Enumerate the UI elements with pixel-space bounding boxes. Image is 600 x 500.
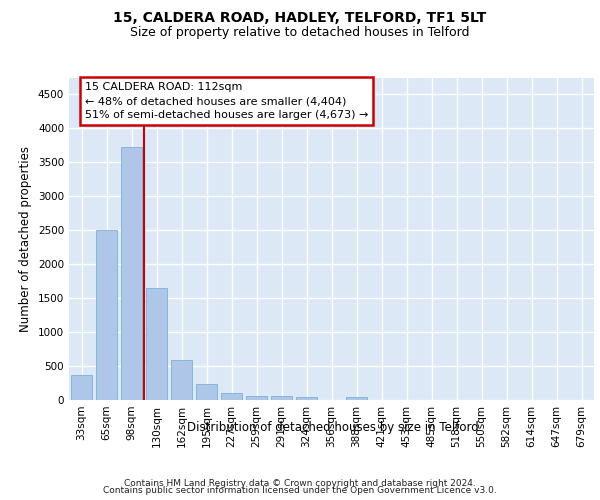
Bar bbox=[246, 396, 267, 400]
Text: Contains public sector information licensed under the Open Government Licence v3: Contains public sector information licen… bbox=[103, 486, 497, 495]
Text: Distribution of detached houses by size in Telford: Distribution of detached houses by size … bbox=[187, 421, 479, 434]
Text: Contains HM Land Registry data © Crown copyright and database right 2024.: Contains HM Land Registry data © Crown c… bbox=[124, 478, 476, 488]
Bar bbox=[146, 288, 167, 400]
Text: 15, CALDERA ROAD, HADLEY, TELFORD, TF1 5LT: 15, CALDERA ROAD, HADLEY, TELFORD, TF1 5… bbox=[113, 11, 487, 25]
Bar bbox=[96, 230, 117, 400]
Y-axis label: Number of detached properties: Number of detached properties bbox=[19, 146, 32, 332]
Bar bbox=[171, 360, 192, 400]
Bar bbox=[346, 396, 367, 400]
Bar bbox=[296, 397, 317, 400]
Bar bbox=[196, 384, 217, 400]
Text: Size of property relative to detached houses in Telford: Size of property relative to detached ho… bbox=[130, 26, 470, 39]
Text: 15 CALDERA ROAD: 112sqm
← 48% of detached houses are smaller (4,404)
51% of semi: 15 CALDERA ROAD: 112sqm ← 48% of detache… bbox=[85, 82, 368, 120]
Bar bbox=[121, 147, 142, 400]
Bar bbox=[71, 375, 92, 400]
Bar bbox=[221, 393, 242, 400]
Bar bbox=[271, 396, 292, 400]
